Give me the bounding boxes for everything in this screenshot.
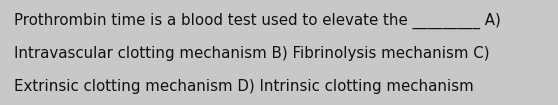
Text: Extrinsic clotting mechanism D) Intrinsic clotting mechanism: Extrinsic clotting mechanism D) Intrinsi… <box>14 79 474 94</box>
Text: Prothrombin time is a blood test used to elevate the _________ A): Prothrombin time is a blood test used to… <box>14 13 501 29</box>
Text: Intravascular clotting mechanism B) Fibrinolysis mechanism C): Intravascular clotting mechanism B) Fibr… <box>14 46 489 61</box>
